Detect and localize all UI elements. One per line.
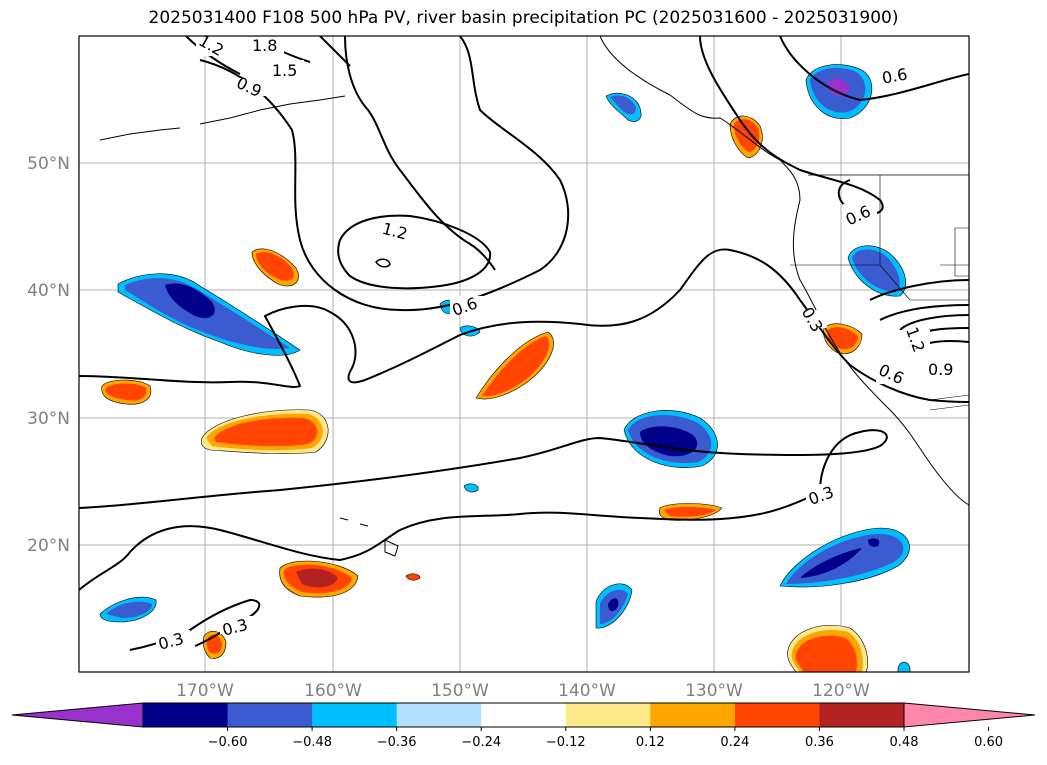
pv-contour-1.2-north	[344, 36, 496, 271]
colorbar-cell	[396, 703, 482, 727]
lon-label-170w: 170°W	[176, 681, 234, 701]
lat-label-40n: 40°N	[27, 281, 70, 301]
north-america-coast	[599, 36, 969, 506]
negative-precip-regions	[99, 64, 911, 672]
state-borders	[790, 175, 969, 301]
colorbar-cell	[819, 703, 905, 727]
colorbar-tick-label: 0.12	[636, 735, 665, 750]
colorbar-tick-label: 0.24	[720, 735, 749, 750]
pos-blob-28n-165w	[200, 409, 329, 454]
pv-contour-1.5-closed	[375, 258, 391, 268]
contour-label: 1.8	[252, 36, 277, 55]
colorbar-cell	[734, 703, 820, 727]
pv-contour-0.6-south	[79, 248, 969, 403]
colorbar-cell	[143, 703, 229, 727]
colorbar-tick-label: −0.60	[208, 735, 248, 750]
hawaii-islands	[339, 517, 399, 557]
neg-blob-subtropical-central	[623, 410, 718, 468]
pos-blob-18n-162w	[279, 560, 359, 598]
mexico-border	[929, 394, 969, 411]
pos-blob-small-18n-155w	[405, 573, 421, 581]
pos-blob-32n-175w	[101, 379, 152, 405]
pv-contour-1.2-closed	[337, 214, 492, 290]
longitude-labels: 170°W 160°W 150°W 140°W 130°W 120°W	[176, 681, 870, 701]
colorbar-cell	[650, 703, 736, 727]
positive-precip-regions	[101, 115, 869, 672]
neg-blob-southwest	[99, 596, 157, 623]
pv-contour-0.3-lower	[79, 491, 821, 591]
neg-blob-east-tropical	[779, 527, 910, 588]
colorbar-tick-label: 0.60	[974, 735, 1003, 750]
colorbar-cell	[565, 703, 651, 727]
pv-contour-0.6-canada	[779, 36, 969, 102]
lon-label-160w: 160°W	[304, 681, 362, 701]
lon-label-120w: 120°W	[812, 681, 870, 701]
neg-blob-gulf-alaska	[605, 93, 642, 122]
contour-label: 1.5	[272, 61, 297, 80]
latitude-labels: 50°N 40°N 30°N 20°N	[27, 154, 70, 556]
lon-label-130w: 130°W	[685, 681, 743, 701]
pv-contour-0.3-upper	[79, 429, 888, 509]
lon-label-140w: 140°W	[558, 681, 616, 701]
pos-blob-42n-165w	[251, 248, 299, 287]
pos-blob-south-120w	[787, 624, 869, 672]
pos-blob-22n-130w	[659, 503, 723, 521]
colorbar-cell	[481, 703, 567, 727]
neg-blob-se-corner	[897, 661, 911, 672]
pv-contours-east	[869, 279, 969, 349]
figure-title: 2025031400 F108 500 hPa PV, river basin …	[148, 8, 899, 28]
colorbar-tick-label: 0.48	[890, 735, 919, 750]
map-border	[78, 35, 970, 673]
colorbar-tick-label: −0.24	[461, 735, 501, 750]
neg-blob-canada	[805, 64, 873, 119]
lat-label-50n: 50°N	[27, 154, 70, 174]
neg-blob-small-24n	[463, 483, 479, 493]
pos-blob-35n-145w	[475, 331, 554, 400]
colorbar-tick-label: 0.36	[805, 735, 834, 750]
colorbar-extension-high	[903, 702, 1036, 728]
contour-label: 0.6	[881, 65, 909, 88]
neg-blob-north-pacific-west	[117, 273, 301, 356]
colorbar-cell	[227, 703, 313, 727]
lat-label-30n: 30°N	[27, 409, 70, 429]
colorbar: −0.60 −0.48 −0.36 −0.24 −0.12 0.12 0.24 0.36 0.4…	[11, 702, 1036, 750]
colorbar-tick-label: −0.12	[546, 735, 586, 750]
contour-label: 0.9	[928, 360, 953, 379]
colorbar-tick-label: −0.36	[377, 735, 417, 750]
colorbar-extension-low	[11, 702, 144, 728]
neg-blob-nevada	[847, 245, 906, 297]
neg-blob-hawaii-east	[595, 583, 633, 629]
colorbar-tick-label: −0.48	[292, 735, 332, 750]
colorbar-frame	[142, 702, 905, 728]
lat-label-20n: 20°N	[27, 536, 70, 556]
colorbar-cell	[312, 703, 398, 727]
lon-label-150w: 150°W	[431, 681, 489, 701]
